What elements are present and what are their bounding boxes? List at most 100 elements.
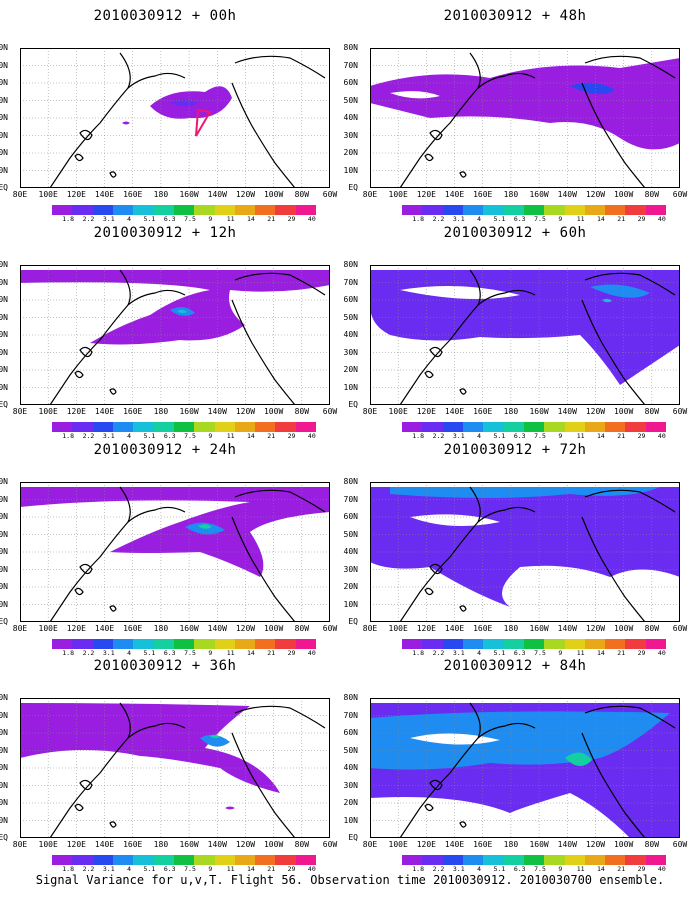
lon-label: 60W (322, 190, 338, 199)
colorbar-label: 14 (247, 215, 255, 223)
colorbar-label: 9 (558, 865, 563, 873)
colorbar-swatch (72, 205, 93, 215)
colorbar-swatch (133, 855, 154, 865)
colorbar-swatch (564, 855, 585, 865)
coastline (581, 299, 646, 405)
coastline (231, 299, 296, 405)
colorbar-label: 7.5 (534, 432, 546, 440)
lon-label: 80W (644, 407, 660, 416)
coastline (231, 82, 296, 188)
lat-label: 70N (0, 277, 8, 287)
variance-map (20, 48, 330, 188)
colorbar-label: 21 (617, 432, 626, 440)
lon-label: 80W (644, 624, 660, 633)
colorbar-label: 2.2 (82, 649, 95, 657)
lon-label: 140W (207, 407, 227, 416)
colorbar-label: 40 (307, 865, 316, 873)
colorbar-label: 40 (657, 432, 666, 440)
variance-map (370, 698, 680, 838)
colorbar-swatch (255, 422, 276, 432)
colorbar-swatch (462, 639, 484, 649)
lon-label: 100E (388, 840, 408, 849)
lat-label: 40N (343, 113, 358, 122)
colorbar-swatch (214, 855, 235, 865)
colorbar-labels: 1.8 2.2 3.1 4 5.1 6.3 7.5 9 11 14 21 29 40 (402, 649, 666, 659)
colorbar-label: 4 (127, 649, 132, 657)
map-frame (20, 698, 330, 838)
colorbar-label: 6.3 (163, 865, 176, 873)
map-frame (20, 48, 330, 188)
colorbar-label: 3.1 (452, 865, 465, 873)
coastline (234, 272, 326, 296)
colorbar-swatch (402, 639, 423, 649)
colorbar-swatch (442, 639, 463, 649)
lat-label: 70N (0, 710, 8, 720)
colorbar-label: 1.8 (412, 865, 425, 873)
colorbar-swatch (625, 422, 646, 432)
colorbar (52, 639, 317, 649)
lon-label: 180 (153, 190, 169, 199)
colorbar-label: 7.5 (184, 215, 196, 223)
colorbar-swatch (523, 639, 545, 649)
lon-label: 100W (263, 624, 284, 633)
colorbar-label: 7.5 (184, 432, 196, 440)
lat-label: 60N (343, 295, 358, 304)
variance-contour (400, 286, 520, 299)
colorbar-label: 14 (247, 432, 255, 440)
lon-label: 140W (557, 624, 577, 633)
lon-label: 120W (585, 624, 606, 633)
lon-label: 120E (416, 190, 436, 199)
colorbar-label: 1.8 (62, 215, 75, 223)
lon-label: 100E (388, 407, 408, 416)
coastline (459, 171, 467, 178)
lon-label: 180 (503, 190, 519, 199)
colorbar-swatch (112, 422, 134, 432)
colorbar-swatch (275, 639, 296, 649)
panel-title: 2010030912 + 60h (443, 225, 587, 241)
lon-label: 160W (529, 840, 549, 849)
coastline (79, 129, 93, 141)
colorbar-swatch (214, 205, 235, 215)
variance-contour (410, 733, 500, 745)
colorbar-swatch (275, 422, 296, 432)
colorbar-label: 6.3 (163, 215, 176, 223)
colorbar-label: 1.8 (412, 215, 425, 223)
colorbar (402, 205, 667, 215)
colorbar-swatch (275, 205, 296, 215)
lat-label: 60N (0, 295, 8, 304)
lat-label: 30N (0, 130, 8, 140)
lat-label: 20N (343, 148, 358, 157)
colorbar-swatch (173, 855, 195, 865)
colorbar-label: 3.1 (452, 649, 465, 657)
lat-label: EQ (0, 183, 8, 192)
lon-label: 140E (94, 407, 115, 416)
colorbar-swatch (52, 422, 73, 432)
lat-label: 10N (0, 382, 8, 392)
colorbar-labels: 1.8 2.2 3.1 4 5.1 6.3 7.5 9 11 14 21 29 40 (52, 865, 316, 875)
lon-label: 80E (362, 190, 378, 199)
colorbar-swatch (584, 855, 606, 865)
colorbar-label: 9 (558, 215, 563, 223)
lon-label: 120E (66, 190, 86, 199)
lat-label: 80N (0, 693, 8, 702)
colorbar-label: 2.2 (432, 215, 445, 223)
lon-label: 80E (12, 840, 28, 849)
variance-contour (370, 711, 670, 770)
colorbar-swatch (503, 205, 524, 215)
colorbar-label: 2.2 (432, 865, 445, 873)
colorbar-swatch (133, 639, 154, 649)
lat-label: EQ (0, 617, 8, 626)
lon-label: 180 (503, 407, 519, 416)
coastline (584, 272, 676, 296)
colorbar-swatch (584, 422, 606, 432)
lat-label: 70N (343, 277, 358, 287)
colorbar-swatch (153, 422, 174, 432)
colorbar-swatch (422, 855, 443, 865)
colorbar-label: 11 (226, 432, 235, 440)
lon-label: 160W (529, 190, 549, 199)
lat-label: 50N (0, 745, 8, 755)
variance-contour (370, 58, 680, 150)
coastline (424, 803, 434, 812)
lon-label: 140E (444, 407, 465, 416)
colorbar-swatch (564, 639, 585, 649)
